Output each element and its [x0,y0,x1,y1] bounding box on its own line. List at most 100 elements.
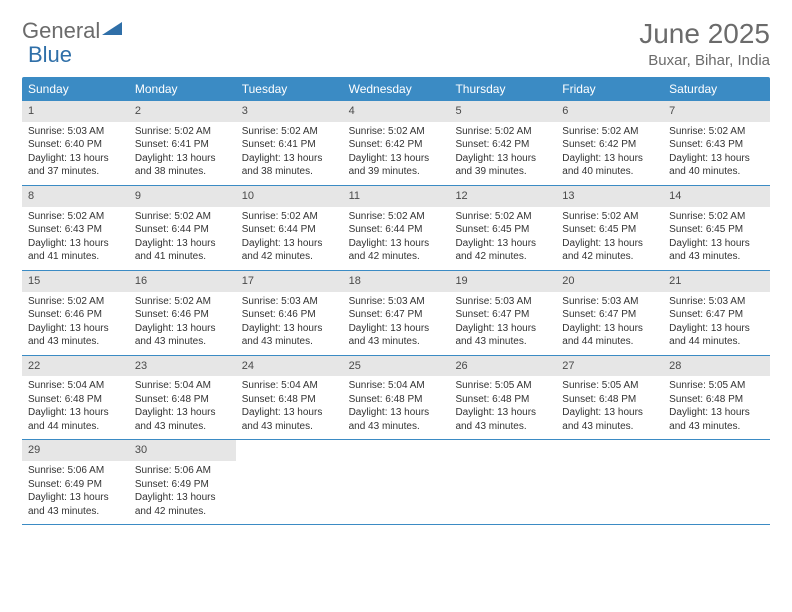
day-line-d1: Daylight: 13 hours [28,406,123,420]
day-line-d2: and 43 minutes. [349,420,444,434]
day-line-d2: and 42 minutes. [455,250,550,264]
day-number: 24 [236,356,343,377]
day-cell: 4Sunrise: 5:02 AMSunset: 6:42 PMDaylight… [343,101,450,185]
day-line-ss: Sunset: 6:46 PM [242,308,337,322]
day-line-ss: Sunset: 6:46 PM [28,308,123,322]
day-content: Sunrise: 5:02 AMSunset: 6:43 PMDaylight:… [22,207,129,270]
day-number: 30 [129,440,236,461]
day-line-d2: and 42 minutes. [242,250,337,264]
day-line-d1: Daylight: 13 hours [349,406,444,420]
day-number: 9 [129,186,236,207]
day-cell: 13Sunrise: 5:02 AMSunset: 6:45 PMDayligh… [556,186,663,270]
day-cell: 12Sunrise: 5:02 AMSunset: 6:45 PMDayligh… [449,186,556,270]
day-line-sr: Sunrise: 5:02 AM [242,210,337,224]
day-content: Sunrise: 5:06 AMSunset: 6:49 PMDaylight:… [129,461,236,524]
logo: General [22,18,126,44]
day-line-ss: Sunset: 6:44 PM [349,223,444,237]
day-line-ss: Sunset: 6:48 PM [349,393,444,407]
day-line-ss: Sunset: 6:44 PM [135,223,230,237]
day-line-ss: Sunset: 6:41 PM [135,138,230,152]
day-line-ss: Sunset: 6:46 PM [135,308,230,322]
day-content: Sunrise: 5:03 AMSunset: 6:46 PMDaylight:… [236,292,343,355]
day-number: 29 [22,440,129,461]
day-number: 14 [663,186,770,207]
day-line-ss: Sunset: 6:48 PM [455,393,550,407]
day-line-sr: Sunrise: 5:02 AM [669,210,764,224]
location-label: Buxar, Bihar, India [639,52,770,69]
day-cell: 8Sunrise: 5:02 AMSunset: 6:43 PMDaylight… [22,186,129,270]
day-number: 5 [449,101,556,122]
day-line-sr: Sunrise: 5:06 AM [28,464,123,478]
logo-text-general: General [22,18,100,44]
day-line-d1: Daylight: 13 hours [242,406,337,420]
day-content: Sunrise: 5:03 AMSunset: 6:47 PMDaylight:… [449,292,556,355]
day-content: Sunrise: 5:05 AMSunset: 6:48 PMDaylight:… [556,376,663,439]
day-cell [556,440,663,524]
day-number: 22 [22,356,129,377]
week-row: 15Sunrise: 5:02 AMSunset: 6:46 PMDayligh… [22,271,770,356]
day-content: Sunrise: 5:02 AMSunset: 6:42 PMDaylight:… [449,122,556,185]
day-number: 18 [343,271,450,292]
day-cell: 24Sunrise: 5:04 AMSunset: 6:48 PMDayligh… [236,356,343,440]
day-line-ss: Sunset: 6:42 PM [562,138,657,152]
day-cell: 9Sunrise: 5:02 AMSunset: 6:44 PMDaylight… [129,186,236,270]
weeks-container: 1Sunrise: 5:03 AMSunset: 6:40 PMDaylight… [22,101,770,525]
week-row: 29Sunrise: 5:06 AMSunset: 6:49 PMDayligh… [22,440,770,525]
day-line-ss: Sunset: 6:48 PM [562,393,657,407]
day-number: 25 [343,356,450,377]
day-cell: 21Sunrise: 5:03 AMSunset: 6:47 PMDayligh… [663,271,770,355]
day-cell [663,440,770,524]
day-line-d1: Daylight: 13 hours [28,152,123,166]
day-content: Sunrise: 5:02 AMSunset: 6:45 PMDaylight:… [556,207,663,270]
week-row: 8Sunrise: 5:02 AMSunset: 6:43 PMDaylight… [22,186,770,271]
day-line-d2: and 43 minutes. [669,250,764,264]
day-content: Sunrise: 5:02 AMSunset: 6:44 PMDaylight:… [236,207,343,270]
day-cell: 28Sunrise: 5:05 AMSunset: 6:48 PMDayligh… [663,356,770,440]
day-line-ss: Sunset: 6:47 PM [455,308,550,322]
day-line-d2: and 39 minutes. [455,165,550,179]
day-line-d2: and 41 minutes. [28,250,123,264]
day-line-ss: Sunset: 6:43 PM [28,223,123,237]
day-line-sr: Sunrise: 5:02 AM [28,210,123,224]
logo-text-blue: Blue [28,42,72,68]
day-cell: 19Sunrise: 5:03 AMSunset: 6:47 PMDayligh… [449,271,556,355]
day-number: 7 [663,101,770,122]
day-line-d1: Daylight: 13 hours [135,491,230,505]
day-content: Sunrise: 5:03 AMSunset: 6:47 PMDaylight:… [343,292,450,355]
day-number: 10 [236,186,343,207]
day-number: 2 [129,101,236,122]
day-line-sr: Sunrise: 5:04 AM [242,379,337,393]
day-number: 21 [663,271,770,292]
day-content: Sunrise: 5:02 AMSunset: 6:43 PMDaylight:… [663,122,770,185]
day-cell: 15Sunrise: 5:02 AMSunset: 6:46 PMDayligh… [22,271,129,355]
day-number: 27 [556,356,663,377]
day-line-sr: Sunrise: 5:02 AM [242,125,337,139]
day-line-d1: Daylight: 13 hours [562,406,657,420]
day-line-ss: Sunset: 6:47 PM [349,308,444,322]
weekday-label: Tuesday [236,77,343,101]
day-line-d1: Daylight: 13 hours [669,237,764,251]
day-line-d2: and 42 minutes. [135,505,230,519]
day-line-d2: and 42 minutes. [562,250,657,264]
day-line-ss: Sunset: 6:45 PM [455,223,550,237]
day-cell: 11Sunrise: 5:02 AMSunset: 6:44 PMDayligh… [343,186,450,270]
day-line-sr: Sunrise: 5:03 AM [455,295,550,309]
day-cell: 17Sunrise: 5:03 AMSunset: 6:46 PMDayligh… [236,271,343,355]
day-line-sr: Sunrise: 5:03 AM [349,295,444,309]
day-line-d2: and 43 minutes. [28,505,123,519]
title-block: June 2025 Buxar, Bihar, India [639,18,770,69]
day-line-d2: and 44 minutes. [28,420,123,434]
day-content: Sunrise: 5:02 AMSunset: 6:42 PMDaylight:… [556,122,663,185]
day-line-d2: and 43 minutes. [455,420,550,434]
day-line-d2: and 43 minutes. [135,335,230,349]
day-line-ss: Sunset: 6:41 PM [242,138,337,152]
day-line-ss: Sunset: 6:45 PM [669,223,764,237]
day-line-d1: Daylight: 13 hours [455,237,550,251]
day-content: Sunrise: 5:02 AMSunset: 6:42 PMDaylight:… [343,122,450,185]
day-line-d2: and 43 minutes. [562,420,657,434]
day-line-sr: Sunrise: 5:02 AM [28,295,123,309]
day-content: Sunrise: 5:02 AMSunset: 6:41 PMDaylight:… [236,122,343,185]
day-content: Sunrise: 5:03 AMSunset: 6:40 PMDaylight:… [22,122,129,185]
day-number: 26 [449,356,556,377]
day-line-ss: Sunset: 6:48 PM [28,393,123,407]
